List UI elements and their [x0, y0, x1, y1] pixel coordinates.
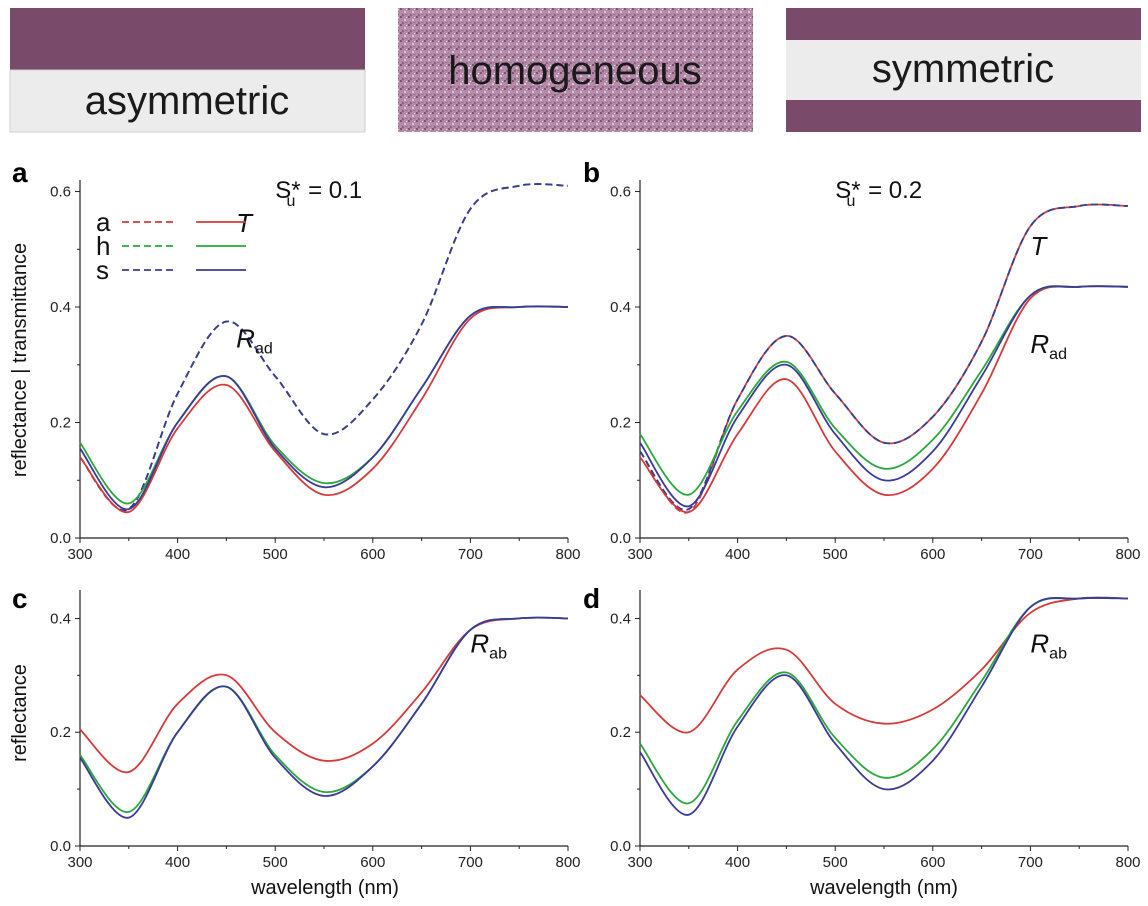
banner-homogeneous: homogeneous: [398, 8, 753, 132]
y-tick-label: 0.0: [50, 530, 71, 547]
banner-symmetric: symmetric: [786, 8, 1141, 132]
curve-label: T: [1030, 231, 1048, 261]
x-tick-label: 300: [67, 854, 92, 871]
y-tick-label: 0.0: [50, 838, 71, 855]
series-s-solid: [79, 616, 569, 819]
panel-d: d 300 400 500 600 700 800 0.0 0.2 0.4 Rab: [583, 583, 1141, 871]
y-tick-label: 0.6: [610, 184, 631, 201]
series-s-solid: [639, 285, 1129, 508]
series-a-solid: [639, 285, 1129, 513]
curve-label: Rab: [470, 629, 507, 663]
legend-key-a: a: [96, 207, 111, 237]
x-axis-label-d: wavelength (nm): [809, 877, 958, 899]
series-s-solid: [79, 305, 569, 511]
banner-asymmetric: asymmetric: [9, 8, 366, 133]
pigment-layer-top: [786, 8, 1141, 40]
x-tick-label: 400: [165, 854, 190, 871]
x-tick-label: 800: [555, 854, 580, 871]
series-s-solid: [639, 596, 1129, 816]
x-tick-label: 700: [458, 546, 483, 563]
banner-label: asymmetric: [85, 79, 289, 123]
scattering-annotation: S*u = 0.1: [275, 177, 362, 210]
panel-a: a 300 400 500 600 700 800 0.0 0.2 0.4 0.6 S*u = 0.1…: [12, 157, 581, 563]
y-tick-label: 0.4: [50, 610, 71, 627]
legend-key-s: s: [96, 255, 109, 285]
y-tick-label: 0.6: [50, 184, 71, 201]
panel-c: c 300 400 500 600 700 800 0.0 0.2 0.4 Rab: [12, 583, 581, 871]
x-tick-label: 500: [263, 546, 288, 563]
x-tick-label: 600: [360, 546, 385, 563]
series-a-dash: [79, 183, 569, 512]
x-tick-label: 400: [725, 546, 750, 563]
y-tick-label: 0.4: [50, 299, 71, 316]
clear-layer: [9, 69, 366, 133]
pigment-layer: [10, 8, 365, 70]
y-tick-label: 0.2: [610, 415, 631, 432]
banner-label: symmetric: [872, 47, 1054, 91]
curve-label: T: [236, 208, 254, 238]
x-tick-label: 600: [920, 546, 945, 563]
y-axis-label-top: reflectance | transmittance: [9, 243, 31, 477]
x-tick-label: 800: [555, 546, 580, 563]
x-tick-label: 400: [725, 854, 750, 871]
panel-b: b 300 400 500 600 700 800 0.0 0.2 0.4 0.6 S*u = 0.2…: [583, 157, 1141, 563]
x-tick-label: 800: [1115, 854, 1140, 871]
y-tick-label: 0.4: [610, 299, 631, 316]
y-tick-label: 0.2: [610, 724, 631, 741]
banner-label: homogeneous: [448, 49, 702, 93]
x-tick-label: 400: [165, 546, 190, 563]
x-tick-label: 700: [1018, 854, 1043, 871]
mixed-layer: [398, 8, 753, 132]
panel-letter: a: [12, 157, 28, 188]
legend-key-h: h: [96, 231, 110, 261]
x-tick-label: 500: [263, 854, 288, 871]
legend: ahs: [96, 207, 246, 285]
series-a-solid: [639, 596, 1129, 734]
series-h-dash: [79, 183, 569, 512]
x-tick-label: 300: [627, 546, 652, 563]
clear-layer: [786, 40, 1141, 100]
x-tick-label: 600: [920, 854, 945, 871]
x-tick-label: 500: [823, 854, 848, 871]
y-tick-label: 0.2: [50, 724, 71, 741]
x-tick-label: 300: [627, 854, 652, 871]
series-s-dash: [79, 183, 569, 512]
x-tick-label: 600: [360, 854, 385, 871]
y-tick-label: 0.4: [610, 610, 631, 627]
curve-label: Rab: [1030, 629, 1067, 663]
series-h-solid: [639, 596, 1129, 805]
panel-letter: b: [583, 157, 600, 188]
series-a-solid: [79, 305, 569, 513]
curve-label: Rad: [1030, 329, 1067, 363]
x-tick-label: 500: [823, 546, 848, 563]
panel-letter: d: [583, 583, 600, 614]
series-s-dash: [639, 203, 1129, 511]
x-tick-label: 700: [458, 854, 483, 871]
x-tick-label: 700: [1018, 546, 1043, 563]
x-axis-label-c: wavelength (nm): [250, 877, 399, 899]
panel-letter: c: [12, 583, 28, 614]
curve-label: Rad: [236, 323, 273, 357]
y-axis-label-bottom: reflectance: [9, 664, 31, 762]
y-tick-label: 0.0: [610, 530, 631, 547]
scattering-annotation: S*u = 0.2: [835, 177, 922, 210]
x-tick-label: 800: [1115, 546, 1140, 563]
x-tick-label: 300: [67, 546, 92, 563]
series-a-dash: [639, 203, 1129, 514]
y-tick-label: 0.2: [50, 415, 71, 432]
y-tick-label: 0.0: [610, 838, 631, 855]
series-a-solid: [79, 616, 569, 773]
pigment-layer-bottom: [786, 100, 1141, 132]
